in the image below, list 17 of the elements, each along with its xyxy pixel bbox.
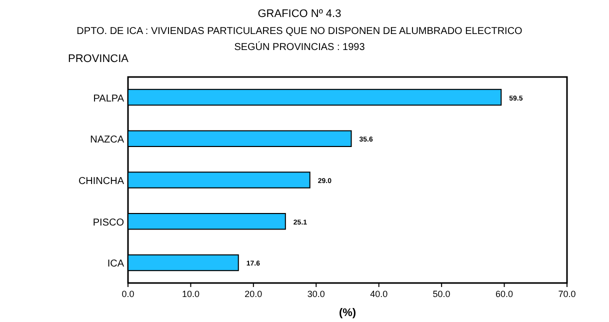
chart-subtitle: DPTO. DE ICA : VIVIENDAS PARTICULARES QUE NO DISPONEN DE ALUMBRADO ELECTRICO SEGÚN PROVINCIAS : 1993 [76, 26, 523, 53]
y-tick-label: CHINCHA [78, 176, 124, 187]
chart-title: GRAFICO Nº 4.3 [258, 8, 342, 20]
y-tick-label: NAZCA [90, 134, 124, 146]
x-tick-label: 70.0 [558, 289, 576, 299]
y-axis-title: PROVINCIA [68, 53, 130, 65]
y-tick-label: ICA [107, 258, 124, 270]
x-axis-title: (%) [338, 307, 356, 319]
x-tick-label: 40.0 [370, 289, 388, 299]
y-tick-label: PISCO [92, 217, 124, 228]
y-tick-label: PALPA [93, 93, 124, 104]
x-tick-label: 50.0 [432, 289, 450, 299]
x-tick-label: 60.0 [496, 289, 514, 299]
x-tick-label: 10.0 [182, 289, 200, 299]
x-tick-label: 0.0 [122, 289, 134, 299]
x-tick-label: 20.0 [244, 289, 262, 299]
x-tick-label: 30.0 [307, 289, 325, 299]
